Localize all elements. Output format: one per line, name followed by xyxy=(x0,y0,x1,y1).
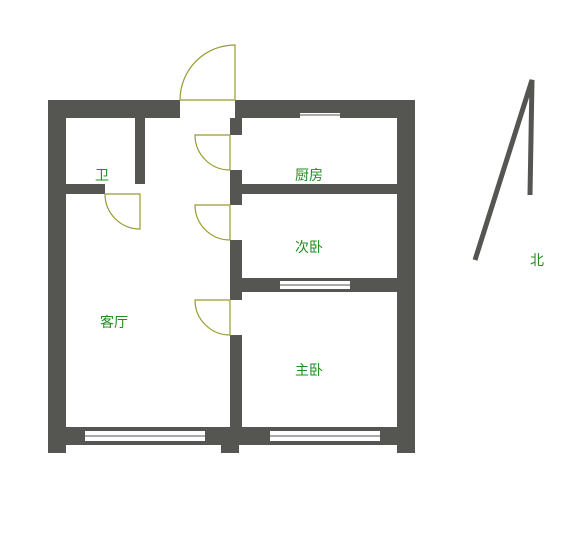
floorplan-svg xyxy=(0,0,581,541)
label-bedroom1: 主卧 xyxy=(295,360,323,380)
wall-left xyxy=(48,100,66,445)
door-kitchen xyxy=(195,135,230,170)
label-bedroom2: 次卧 xyxy=(295,237,323,257)
label-bathroom: 卫 xyxy=(95,165,109,185)
wall-bath-right xyxy=(135,118,145,184)
wall-top-left xyxy=(48,100,180,118)
door-entry xyxy=(180,45,235,100)
label-kitchen: 厨房 xyxy=(295,165,323,185)
label-compass: 北 xyxy=(530,250,544,270)
wall-vert-4 xyxy=(230,335,242,427)
wall-kitchen-bed2 xyxy=(230,184,397,194)
wall-bottom-1 xyxy=(48,427,85,445)
label-living: 客厅 xyxy=(100,312,128,332)
wall-vert-1 xyxy=(230,118,242,135)
wall-right xyxy=(397,100,415,445)
door-bathroom xyxy=(105,194,140,229)
wall-bottom-2 xyxy=(205,427,270,445)
door-bedroom1 xyxy=(195,300,230,335)
door-bedroom2 xyxy=(195,205,230,240)
wall-bottom-3 xyxy=(380,427,415,445)
compass-arrow xyxy=(475,80,532,260)
